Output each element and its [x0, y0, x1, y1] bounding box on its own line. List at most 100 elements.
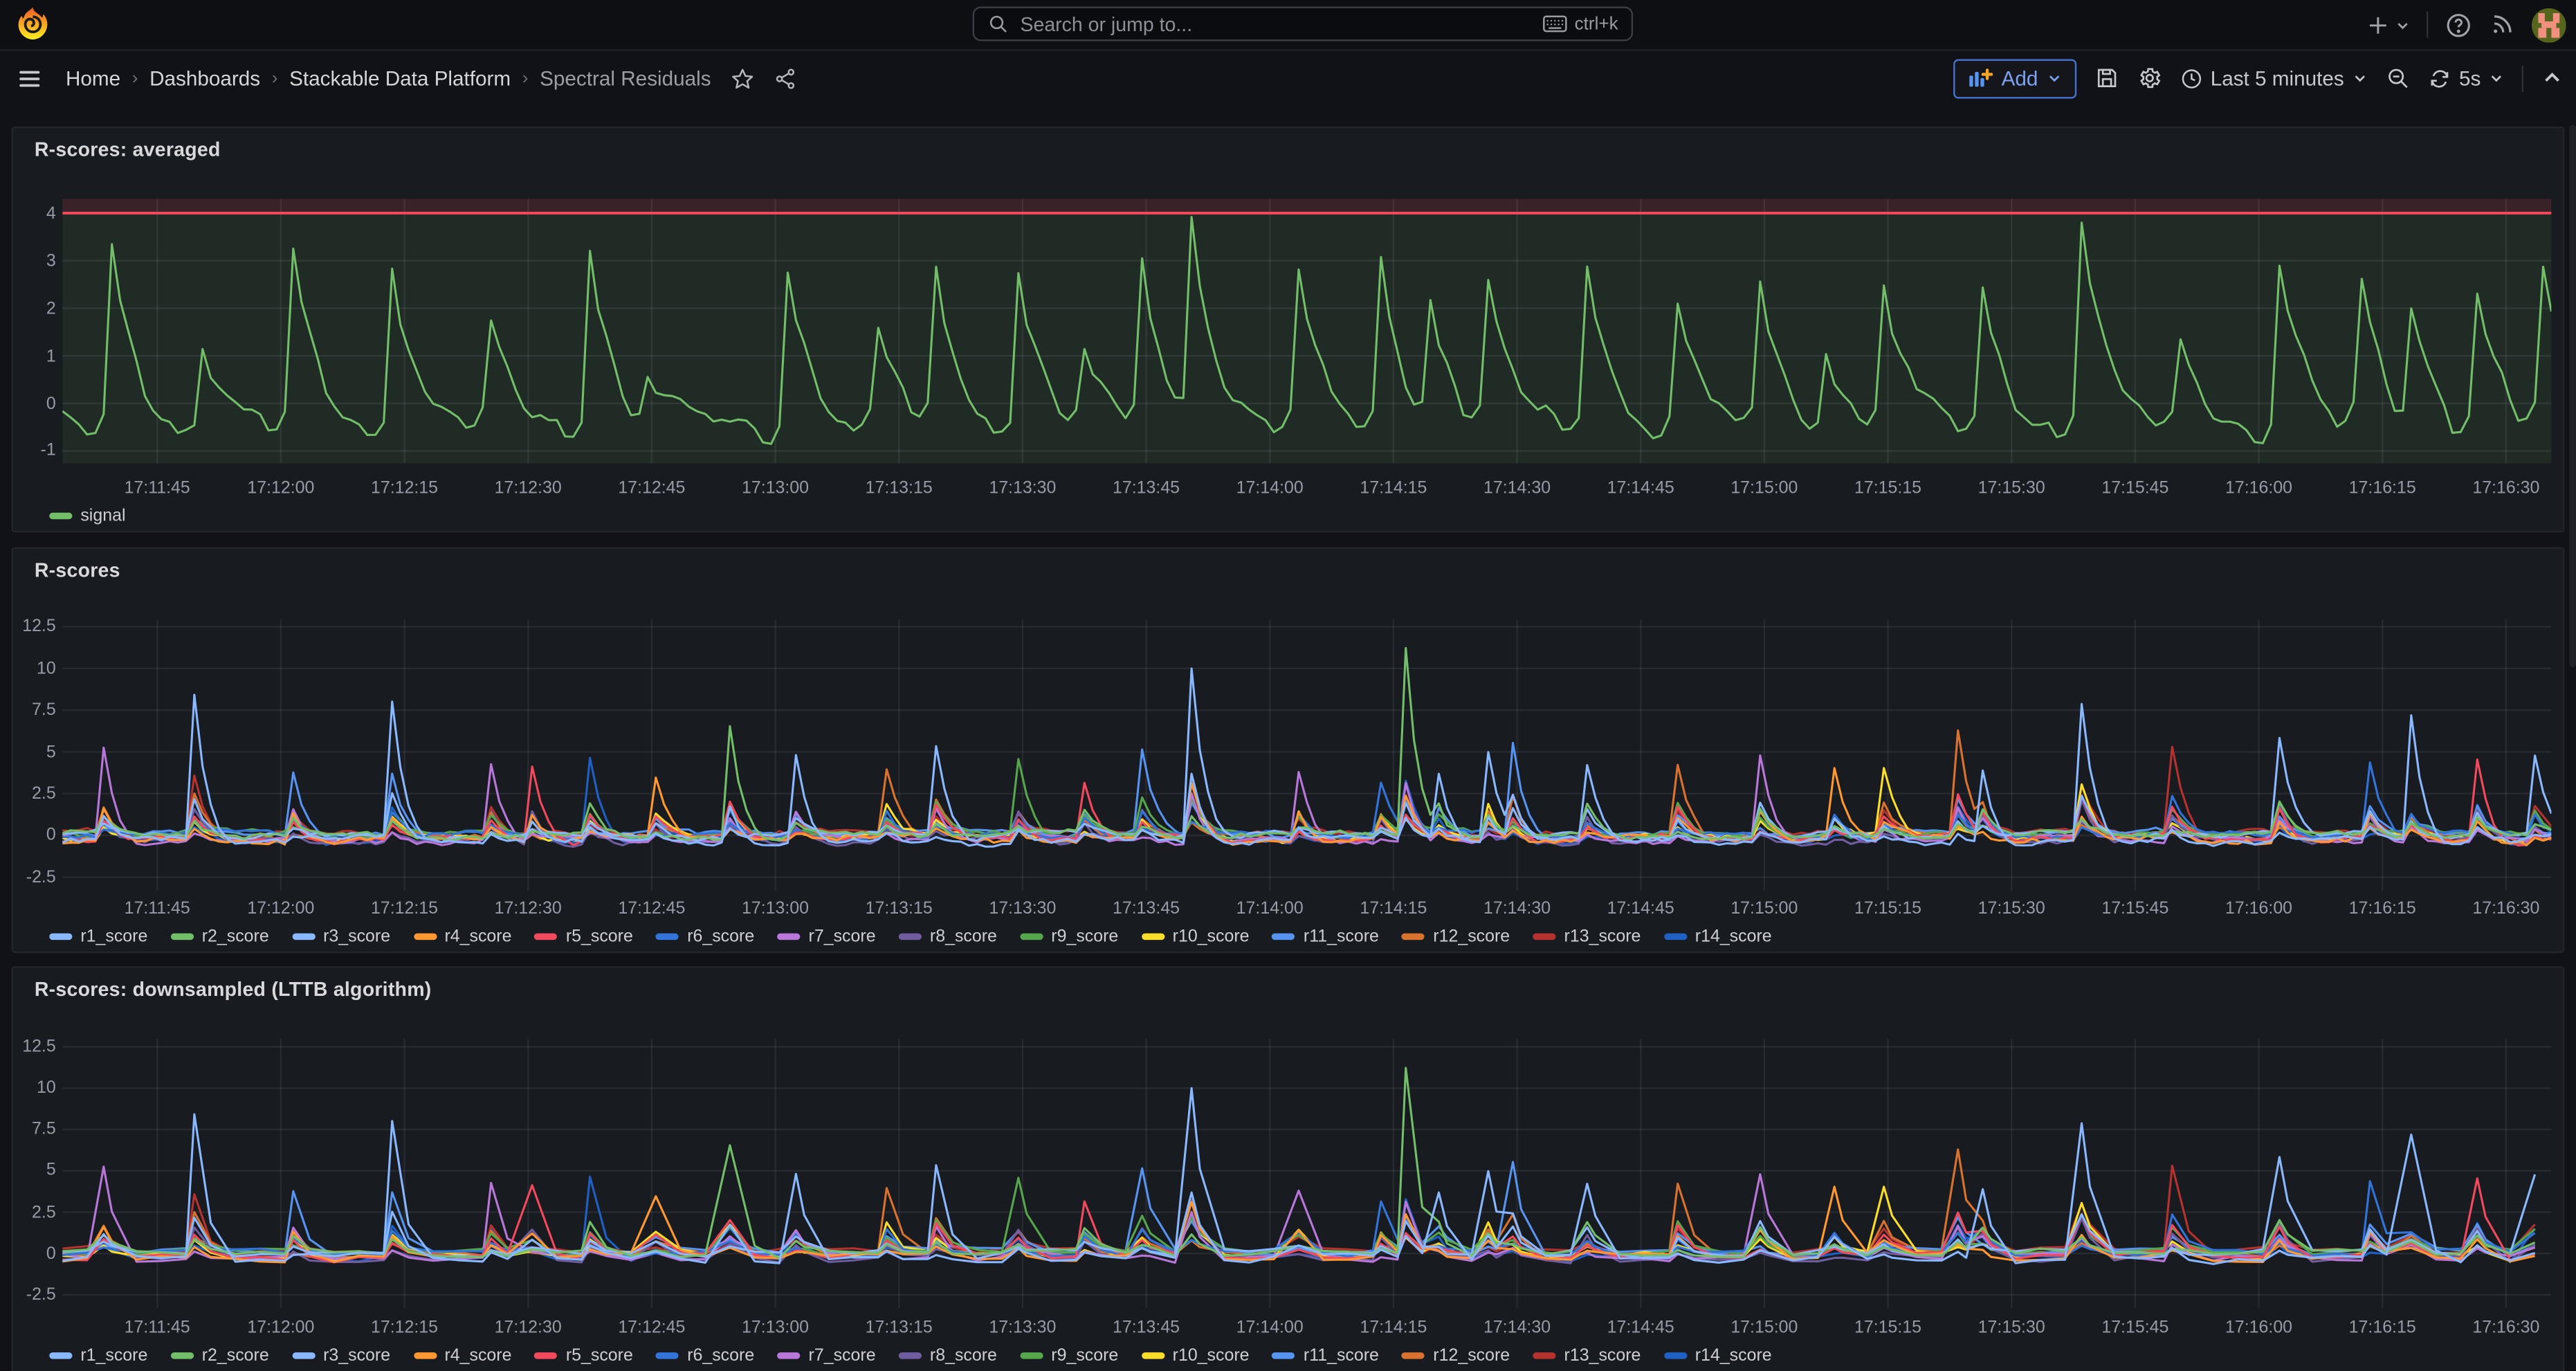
legend-item-r1_score[interactable]: r1_score: [49, 1346, 147, 1365]
save-dashboard-icon[interactable]: [2094, 66, 2119, 91]
x-axis-labels: 17:11:4517:12:0017:12:1517:12:3017:12:45…: [62, 478, 2551, 501]
y-tick-label: 4: [46, 203, 56, 223]
legend-item-r9_score[interactable]: r9_score: [1020, 1346, 1118, 1365]
x-tick-label: 17:13:15: [866, 899, 933, 918]
legend-swatch: [49, 513, 72, 519]
legend-item-r10_score[interactable]: r10_score: [1142, 1346, 1250, 1365]
legend-item-r11_score[interactable]: r11_score: [1272, 1346, 1379, 1365]
add-panel-button[interactable]: Add: [1954, 58, 2076, 98]
legend-item-r3_score[interactable]: r3_score: [292, 1346, 390, 1365]
x-tick-label: 17:16:00: [2225, 1318, 2292, 1337]
help-icon[interactable]: [2445, 10, 2472, 38]
user-avatar[interactable]: [2532, 8, 2566, 42]
legend-swatch: [49, 934, 72, 940]
legend-label: r11_score: [1304, 927, 1379, 946]
legend-item-r8_score[interactable]: r8_score: [899, 927, 997, 946]
x-tick-label: 17:13:00: [742, 899, 809, 918]
legend-item-r13_score[interactable]: r13_score: [1533, 1346, 1641, 1365]
x-tick-label: 17:13:45: [1113, 478, 1180, 498]
x-tick-label: 17:13:45: [1113, 1318, 1180, 1337]
time-range-picker[interactable]: Last 5 minutes: [2180, 66, 2367, 89]
legend-label: r12_score: [1433, 927, 1510, 946]
legend-item-r4_score[interactable]: r4_score: [413, 927, 511, 946]
x-tick-label: 17:16:15: [2349, 1318, 2416, 1337]
legend-item-r9_score[interactable]: r9_score: [1020, 927, 1118, 946]
legend-item-r5_score[interactable]: r5_score: [535, 1346, 633, 1365]
legend-swatch: [1142, 1352, 1164, 1359]
legend-item-r12_score[interactable]: r12_score: [1402, 1346, 1510, 1365]
legend-label: r7_score: [809, 927, 876, 946]
legend-item-r3_score[interactable]: r3_score: [292, 927, 390, 946]
screenshot-stage: Search or jump to... ctrl+k Home › Dashb: [0, 0, 2576, 1371]
legend-item-r7_score[interactable]: r7_score: [777, 927, 875, 946]
panel-title[interactable]: R-scores: [35, 559, 120, 581]
new-menu-button[interactable]: [2366, 12, 2410, 37]
legend-swatch: [171, 1352, 194, 1359]
legend-item-r12_score[interactable]: r12_score: [1402, 927, 1510, 946]
y-tick-label: 10: [37, 659, 56, 678]
breadcrumb-separator: ›: [132, 69, 138, 88]
plot-area-r-scores-averaged[interactable]: [62, 199, 2551, 463]
plot-area-r-scores[interactable]: [62, 619, 2551, 891]
collapse-controls-chevron-up-icon[interactable]: [2541, 67, 2563, 89]
dashboard-settings-gear-icon[interactable]: [2137, 66, 2162, 91]
y-tick-label: 0: [46, 826, 56, 845]
breadcrumb-home[interactable]: Home: [66, 66, 120, 89]
search-input[interactable]: Search or jump to... ctrl+k: [973, 6, 1633, 41]
legend-item-r2_score[interactable]: r2_score: [171, 1346, 269, 1365]
add-panel-icon: [1968, 67, 1993, 89]
legend-label: r8_score: [930, 927, 997, 946]
legend-item-signal[interactable]: signal: [49, 506, 125, 525]
legend-item-r5_score[interactable]: r5_score: [535, 927, 633, 946]
plot-area-r-scores-downsampled-lttb[interactable]: [62, 1039, 2551, 1308]
breadcrumb-dashboards[interactable]: Dashboards: [149, 66, 260, 89]
zoom-out-icon[interactable]: [2385, 66, 2410, 91]
y-tick-label: 1: [46, 346, 56, 365]
search-icon: [987, 13, 1009, 35]
breadcrumb-separator: ›: [272, 69, 278, 88]
x-tick-label: 17:14:15: [1360, 478, 1427, 498]
legend-item-r11_score[interactable]: r11_score: [1272, 927, 1379, 946]
legend-item-r6_score[interactable]: r6_score: [656, 1346, 754, 1365]
y-tick-label: 10: [37, 1078, 56, 1098]
legend-swatch: [656, 1352, 679, 1359]
x-tick-label: 17:15:15: [1854, 1318, 1921, 1337]
legend-item-r7_score[interactable]: r7_score: [777, 1346, 875, 1365]
panel-title[interactable]: R-scores: averaged: [35, 138, 221, 161]
page-scrollbar[interactable]: [2570, 125, 2576, 667]
x-tick-label: 17:13:00: [742, 478, 809, 498]
mega-menu-toggle-icon[interactable]: [17, 65, 43, 91]
legend-item-r8_score[interactable]: r8_score: [899, 1346, 997, 1365]
x-tick-label: 17:12:15: [371, 899, 438, 918]
refresh-picker[interactable]: 5s: [2428, 66, 2504, 89]
y-tick-label: 5: [46, 1161, 56, 1180]
legend-label: r6_score: [687, 1346, 754, 1365]
star-icon[interactable]: [731, 66, 753, 89]
news-rss-icon[interactable]: [2489, 12, 2515, 38]
x-tick-label: 17:12:30: [495, 478, 562, 498]
x-tick-label: 17:16:30: [2472, 1318, 2539, 1337]
x-tick-label: 17:14:45: [1607, 1318, 1674, 1337]
x-tick-label: 17:16:00: [2225, 478, 2292, 498]
legend-swatch: [1664, 1352, 1687, 1359]
y-tick-label: -2.5: [26, 1285, 56, 1305]
x-tick-label: 17:16:30: [2472, 478, 2539, 498]
legend-item-r6_score[interactable]: r6_score: [656, 927, 754, 946]
legend-item-r4_score[interactable]: r4_score: [413, 1346, 511, 1365]
legend-item-r14_score[interactable]: r14_score: [1664, 927, 1772, 946]
share-icon[interactable]: [774, 66, 796, 89]
legend-item-r2_score[interactable]: r2_score: [171, 927, 269, 946]
x-tick-label: 17:12:30: [495, 899, 562, 918]
x-tick-label: 17:12:45: [618, 899, 685, 918]
legend-label: signal: [80, 506, 125, 525]
panel-title[interactable]: R-scores: downsampled (LTTB algorithm): [35, 978, 432, 1001]
legend-item-r1_score[interactable]: r1_score: [49, 927, 147, 946]
legend-label: r3_score: [323, 1346, 390, 1365]
breadcrumb-folder[interactable]: Stackable Data Platform: [289, 66, 511, 89]
grafana-logo-icon[interactable]: [13, 5, 53, 44]
x-tick-label: 17:13:30: [989, 899, 1056, 918]
legend-item-r13_score[interactable]: r13_score: [1533, 927, 1641, 946]
legend-item-r14_score[interactable]: r14_score: [1664, 1346, 1772, 1365]
legend-item-r10_score[interactable]: r10_score: [1142, 927, 1250, 946]
legend-label: r13_score: [1564, 1346, 1641, 1365]
